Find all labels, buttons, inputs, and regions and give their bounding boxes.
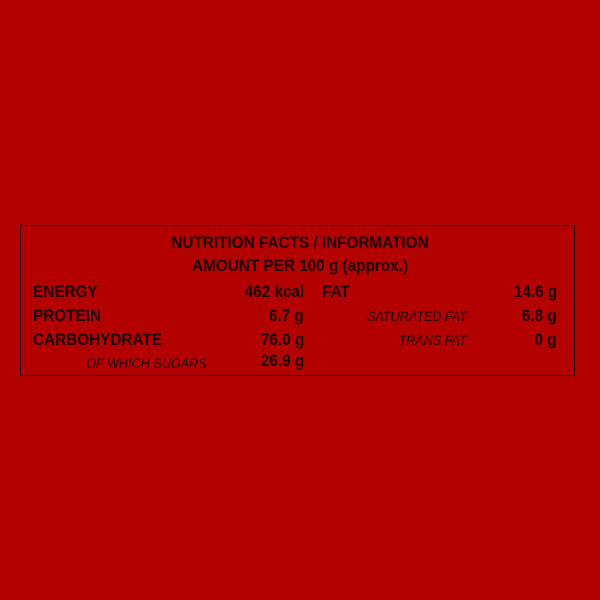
energy-label: ENERGY [33, 282, 98, 301]
fat-label: FAT [322, 282, 350, 301]
protein-label: PROTEIN [33, 306, 102, 325]
trans-fat-value: 0 g [534, 330, 557, 349]
sugars-value: 26.9 g [260, 351, 304, 370]
fat-value: 14.6 g [513, 282, 557, 301]
protein-value: 6.7 g [269, 306, 304, 325]
sugars-label: OF WHICH SUGARS [86, 355, 207, 371]
nutrition-title: NUTRITION FACTS / INFORMATION [171, 233, 429, 252]
nutrition-subtitle: AMOUNT PER 100 g (approx.) [192, 256, 408, 275]
energy-value: 462 kcal [244, 282, 304, 301]
carbohydrate-label: CARBOHYDRATE [33, 330, 162, 349]
saturated-fat-value: 6.8 g [522, 306, 557, 325]
nutrition-facts-panel [20, 225, 575, 376]
trans-fat-label: TRANS FAT [398, 332, 467, 348]
saturated-fat-label: SATURATED FAT [367, 308, 467, 324]
carbohydrate-value: 76.0 g [260, 330, 304, 349]
